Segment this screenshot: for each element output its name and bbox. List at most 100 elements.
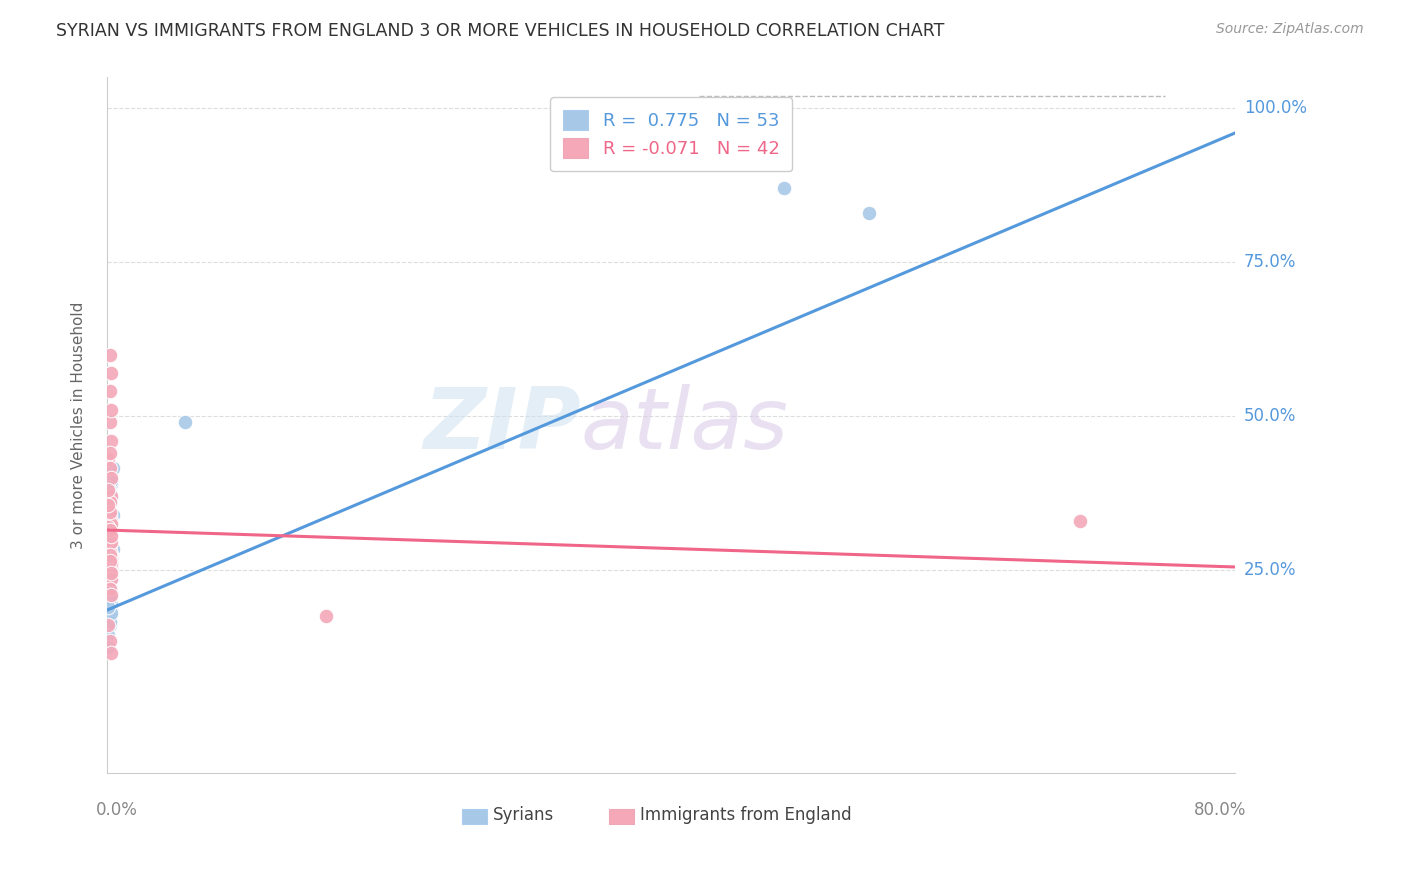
Point (100, 603, 122, 617)
Point (100, 566, 122, 581)
Legend: R =  0.775   N = 53, R = -0.071   N = 42: R = 0.775 N = 53, R = -0.071 N = 42 (551, 97, 793, 171)
Point (98, 594, 121, 608)
Point (98, 550, 121, 565)
Point (100, 535, 122, 549)
Point (100, 489, 122, 503)
Text: atlas: atlas (581, 384, 789, 467)
Point (100, 566, 122, 581)
Point (98, 508, 121, 522)
Point (98, 544, 121, 558)
Text: SYRIAN VS IMMIGRANTS FROM ENGLAND 3 OR MORE VEHICLES IN HOUSEHOLD CORRELATION CH: SYRIAN VS IMMIGRANTS FROM ENGLAND 3 OR M… (56, 22, 945, 40)
Point (98, 554, 121, 568)
Point (100, 489, 122, 503)
Point (97, 628, 120, 642)
Point (773, 181, 796, 195)
Point (98, 495, 121, 509)
Y-axis label: 3 or more Vehicles in Household: 3 or more Vehicles in Household (72, 301, 86, 549)
Point (100, 514, 122, 528)
Text: Source: ZipAtlas.com: Source: ZipAtlas.com (1216, 22, 1364, 37)
Point (98, 548, 121, 562)
Point (98, 563, 121, 577)
Point (100, 366, 122, 380)
Point (97, 520, 120, 534)
Point (98, 538, 121, 552)
Point (100, 516, 122, 531)
Point (100, 529, 122, 543)
Point (97, 501, 120, 516)
Point (98, 591, 121, 605)
FancyBboxPatch shape (609, 809, 634, 824)
Point (98, 569, 121, 583)
Point (97, 499, 120, 513)
Point (98, 499, 121, 513)
Point (98, 615, 121, 630)
Point (98, 505, 121, 519)
Point (98, 578, 121, 592)
Point (100, 584, 122, 599)
Point (100, 529, 122, 543)
Point (98, 495, 121, 509)
Point (97, 640, 120, 654)
Text: ZIP: ZIP (423, 384, 581, 467)
Point (97, 563, 120, 577)
Point (858, 206, 880, 220)
Point (97, 618, 120, 632)
Point (98, 633, 121, 648)
Point (97, 612, 120, 626)
Point (100, 557, 122, 571)
Point (97, 483, 120, 497)
Point (97, 480, 120, 494)
Point (98, 544, 121, 558)
Point (100, 434, 122, 448)
Text: 75.0%: 75.0% (1244, 253, 1296, 271)
Point (100, 606, 122, 620)
Point (97, 538, 120, 552)
Point (173, 415, 195, 429)
Point (98, 347, 121, 361)
Point (100, 597, 122, 611)
Point (97, 452, 120, 467)
Point (100, 569, 122, 583)
Point (100, 572, 122, 586)
Point (100, 526, 122, 541)
Point (100, 510, 122, 524)
Text: 80.0%: 80.0% (1194, 801, 1247, 819)
Point (100, 526, 122, 541)
Point (98, 384, 121, 399)
Point (101, 461, 124, 475)
Point (98, 582, 121, 596)
Point (97, 483, 120, 497)
Point (98, 582, 121, 596)
Point (100, 646, 122, 660)
Point (98, 535, 121, 549)
Text: 25.0%: 25.0% (1244, 561, 1296, 579)
Point (97, 575, 120, 590)
Point (97, 520, 120, 534)
Point (97, 501, 120, 516)
Point (100, 572, 122, 586)
Point (100, 550, 122, 565)
Point (98, 486, 121, 500)
Point (98, 557, 121, 571)
Text: 100.0%: 100.0% (1244, 99, 1306, 117)
Point (98, 505, 121, 519)
Point (98, 588, 121, 602)
Point (1069, 514, 1091, 528)
Point (97, 533, 120, 547)
Point (98, 554, 121, 568)
Point (100, 588, 122, 602)
Point (98, 415, 121, 429)
FancyBboxPatch shape (463, 809, 488, 824)
Point (98, 446, 121, 460)
Point (98, 516, 121, 531)
Point (100, 476, 122, 491)
Point (100, 548, 122, 562)
Point (98, 461, 121, 475)
Point (97, 600, 120, 615)
Text: Immigrants from England: Immigrants from England (640, 806, 851, 824)
Point (100, 403, 122, 417)
Point (315, 609, 337, 624)
Point (100, 560, 122, 574)
Text: 50.0%: 50.0% (1244, 407, 1296, 425)
Point (97, 533, 120, 547)
